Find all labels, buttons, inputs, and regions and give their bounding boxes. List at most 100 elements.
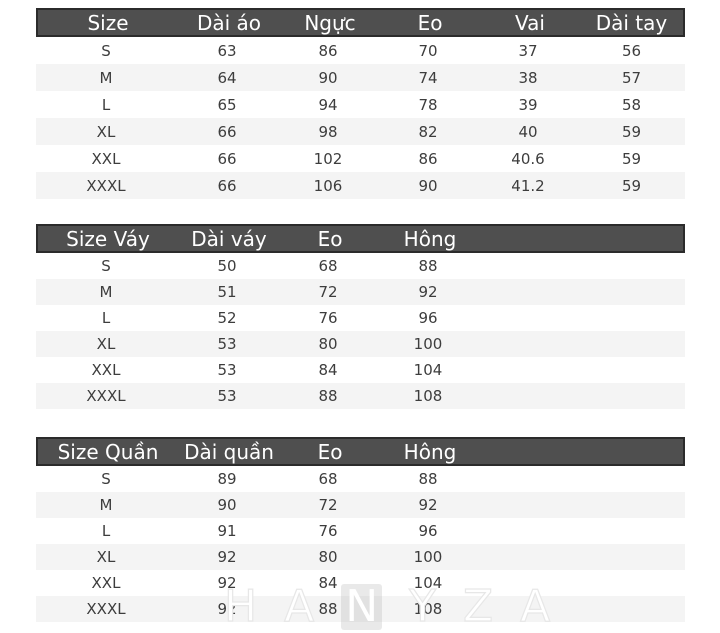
- header-cell: Eo: [317, 226, 343, 251]
- table-cell: 56: [621, 41, 642, 60]
- table-cell: S: [101, 470, 111, 488]
- table-cell: 100: [413, 335, 443, 353]
- table-row: XXL 92 84 104: [36, 570, 685, 596]
- header-cell: Eo: [417, 10, 443, 35]
- table-cell: 88: [418, 470, 438, 488]
- table-cell: L: [101, 522, 111, 540]
- table-cell: 57: [621, 68, 642, 87]
- table-cell: 59: [621, 122, 642, 141]
- table-cell: 108: [413, 387, 443, 405]
- table-row: M 64 90 74 38 57: [36, 64, 685, 91]
- table-cell: 89: [217, 470, 237, 488]
- table-cell: 104: [413, 574, 443, 592]
- table-cell: 64: [217, 68, 237, 87]
- table-row: S 89 68 88: [36, 466, 685, 492]
- table-cell: 76: [318, 522, 338, 540]
- table-cell: 50: [217, 257, 237, 275]
- table-cell: 39: [518, 95, 538, 114]
- table-cell: 63: [217, 41, 237, 60]
- table-cell: 92: [217, 548, 237, 566]
- table-cell: 100: [413, 548, 443, 566]
- table-cell: 59: [621, 149, 642, 168]
- table-cell: 37: [518, 41, 538, 60]
- skirt-size-table: Size Váy Dài váy Eo Hông S 50 68 88 M 51 72 92 L 52 7…: [36, 224, 685, 409]
- table-cell: 78: [418, 95, 438, 114]
- table-cell: 108: [413, 600, 443, 618]
- table-row: M 90 72 92: [36, 492, 685, 518]
- table-cell: 66: [217, 149, 237, 168]
- skirt-table-header-row: Size Váy Dài váy Eo Hông: [36, 224, 685, 253]
- table-cell: 65: [217, 95, 237, 114]
- table-cell: 53: [217, 335, 237, 353]
- header-cell: Size Váy: [66, 226, 150, 251]
- header-cell: Ngực: [304, 10, 356, 35]
- table-cell: 94: [318, 95, 338, 114]
- table-cell: 68: [318, 257, 338, 275]
- pants-table-header-row: Size Quần Dài quần Eo Hông: [36, 437, 685, 466]
- table-row: XL 53 80 100: [36, 331, 685, 357]
- table-cell: 72: [318, 283, 338, 301]
- table-cell: 92: [418, 496, 438, 514]
- header-cell: Size: [87, 10, 129, 35]
- header-cell: Dài quần: [184, 439, 274, 464]
- table-row: L 65 94 78 39 58: [36, 91, 685, 118]
- table-cell: 76: [318, 309, 338, 327]
- table-cell: 102: [313, 149, 343, 168]
- header-cell: Size Quần: [57, 439, 159, 464]
- table-row: L 52 76 96: [36, 305, 685, 331]
- header-cell: Dài váy: [191, 226, 267, 251]
- table-cell: XL: [96, 122, 116, 141]
- table-row: XXL 53 84 104: [36, 357, 685, 383]
- table-cell: 66: [217, 122, 237, 141]
- table-row: XXL 66 102 86 40.6 59: [36, 145, 685, 172]
- table-cell: L: [101, 95, 111, 114]
- table-cell: 88: [318, 387, 338, 405]
- table-cell: 52: [217, 309, 237, 327]
- table-cell: 74: [418, 68, 438, 87]
- table-cell: 88: [418, 257, 438, 275]
- table-cell: 92: [418, 283, 438, 301]
- table-cell: 98: [318, 122, 338, 141]
- header-cell: Eo: [317, 439, 343, 464]
- table-cell: XXXL: [86, 387, 126, 405]
- table-cell: XXL: [91, 361, 121, 379]
- table-cell: 40: [518, 122, 538, 141]
- table-row: M 51 72 92: [36, 279, 685, 305]
- header-cell: Dài tay: [595, 10, 668, 35]
- table-cell: 92: [217, 600, 237, 618]
- table-cell: 88: [318, 600, 338, 618]
- shirt-table-header-row: Size Dài áo Ngực Eo Vai Dài tay: [36, 8, 685, 37]
- table-row: L 91 76 96: [36, 518, 685, 544]
- table-row: XXXL 53 88 108: [36, 383, 685, 409]
- table-cell: 90: [217, 496, 237, 514]
- table-cell: 90: [318, 68, 338, 87]
- table-cell: 53: [217, 387, 237, 405]
- table-cell: XXL: [91, 149, 121, 168]
- table-cell: 92: [217, 574, 237, 592]
- table-cell: 51: [217, 283, 237, 301]
- table-cell: 80: [318, 548, 338, 566]
- pants-size-table: Size Quần Dài quần Eo Hông S 89 68 88 M 90 72 92 L 9…: [36, 437, 685, 622]
- header-cell: Hông: [403, 439, 457, 464]
- table-cell: 106: [313, 176, 343, 195]
- table-cell: 86: [418, 149, 438, 168]
- table-row: S 50 68 88: [36, 253, 685, 279]
- table-cell: 41.2: [511, 176, 545, 195]
- table-row: S 63 86 70 37 56: [36, 37, 685, 64]
- table-row: XXXL 66 106 90 41.2 59: [36, 172, 685, 199]
- table-cell: XXL: [91, 574, 121, 592]
- table-row: XL 66 98 82 40 59: [36, 118, 685, 145]
- table-cell: 80: [318, 335, 338, 353]
- table-cell: 53: [217, 361, 237, 379]
- header-cell: Vai: [515, 10, 545, 35]
- table-cell: XL: [96, 548, 116, 566]
- table-row: XXXL 92 88 108: [36, 596, 685, 622]
- table-cell: XL: [96, 335, 116, 353]
- table-cell: XXXL: [86, 176, 126, 195]
- table-cell: 70: [418, 41, 438, 60]
- table-cell: S: [101, 41, 111, 60]
- table-cell: M: [99, 496, 113, 514]
- table-cell: M: [99, 68, 113, 87]
- table-cell: 68: [318, 470, 338, 488]
